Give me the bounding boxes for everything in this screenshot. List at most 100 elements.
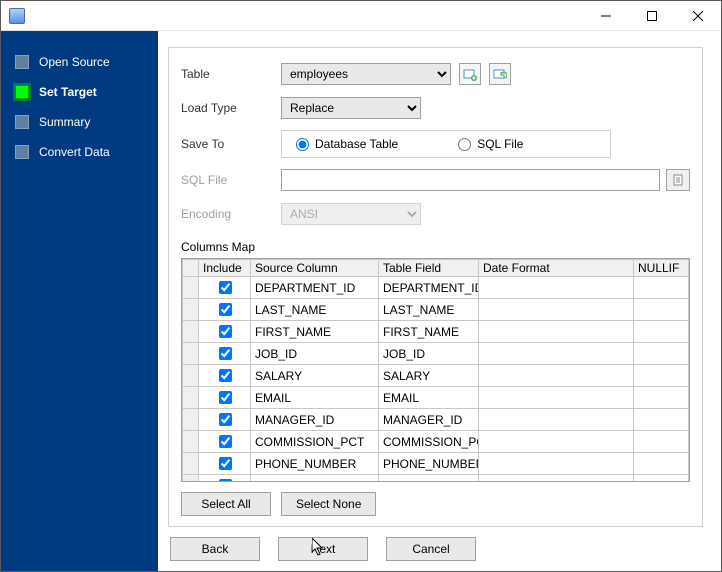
- col-header-include[interactable]: Include: [199, 260, 251, 277]
- cell-include[interactable]: [199, 277, 251, 299]
- include-checkbox[interactable]: [219, 369, 232, 382]
- cell-source[interactable]: EMPLOYEE_ID: [251, 475, 379, 483]
- cell-field[interactable]: PHONE_NUMBER: [379, 453, 479, 475]
- load-type-select[interactable]: Replace: [281, 97, 421, 119]
- select-all-button[interactable]: Select All: [181, 492, 271, 516]
- cell-date[interactable]: [479, 343, 634, 365]
- cell-field[interactable]: DEPARTMENT_ID: [379, 277, 479, 299]
- cell-date[interactable]: [479, 299, 634, 321]
- include-checkbox[interactable]: [219, 413, 232, 426]
- cell-nullif[interactable]: [634, 365, 689, 387]
- include-checkbox[interactable]: [219, 457, 232, 470]
- step-set-target[interactable]: Set Target: [1, 77, 158, 107]
- cell-source[interactable]: LAST_NAME: [251, 299, 379, 321]
- table-row[interactable]: SALARYSALARY: [183, 365, 689, 387]
- cell-field[interactable]: LAST_NAME: [379, 299, 479, 321]
- cell-nullif[interactable]: [634, 453, 689, 475]
- cell-date[interactable]: [479, 277, 634, 299]
- cell-field[interactable]: FIRST_NAME: [379, 321, 479, 343]
- cell-nullif[interactable]: [634, 387, 689, 409]
- maximize-button[interactable]: [629, 1, 675, 31]
- cell-include[interactable]: [199, 365, 251, 387]
- cell-nullif[interactable]: [634, 475, 689, 483]
- cell-date[interactable]: [479, 409, 634, 431]
- col-header-source[interactable]: Source Column: [251, 260, 379, 277]
- browse-sql-file-button[interactable]: [666, 169, 690, 191]
- cell-source[interactable]: MANAGER_ID: [251, 409, 379, 431]
- table-add-icon: [463, 67, 477, 81]
- cell-include[interactable]: [199, 409, 251, 431]
- cell-include[interactable]: [199, 475, 251, 483]
- close-button[interactable]: [675, 1, 721, 31]
- add-table-button[interactable]: [459, 63, 481, 85]
- table-row[interactable]: LAST_NAMELAST_NAME: [183, 299, 689, 321]
- app-icon: [9, 8, 25, 24]
- cell-date[interactable]: [479, 475, 634, 483]
- cell-nullif[interactable]: [634, 343, 689, 365]
- include-checkbox[interactable]: [219, 435, 232, 448]
- minimize-button[interactable]: [583, 1, 629, 31]
- cell-include[interactable]: [199, 343, 251, 365]
- cell-nullif[interactable]: [634, 431, 689, 453]
- col-header-field[interactable]: Table Field: [379, 260, 479, 277]
- cell-date[interactable]: [479, 431, 634, 453]
- select-none-button[interactable]: Select None: [281, 492, 376, 516]
- step-summary[interactable]: Summary: [1, 107, 158, 137]
- cell-field[interactable]: EMAIL: [379, 387, 479, 409]
- cell-nullif[interactable]: [634, 299, 689, 321]
- include-checkbox[interactable]: [219, 347, 232, 360]
- cell-field[interactable]: SALARY: [379, 365, 479, 387]
- cell-field[interactable]: COMMISSION_PC: [379, 431, 479, 453]
- include-checkbox[interactable]: [219, 303, 232, 316]
- table-row[interactable]: EMPLOYEE_IDEMPLOYEE_ID: [183, 475, 689, 483]
- include-checkbox[interactable]: [219, 391, 232, 404]
- include-checkbox[interactable]: [219, 325, 232, 338]
- include-checkbox[interactable]: [219, 281, 232, 294]
- table-row[interactable]: EMAILEMAIL: [183, 387, 689, 409]
- cell-source[interactable]: FIRST_NAME: [251, 321, 379, 343]
- cell-date[interactable]: [479, 365, 634, 387]
- cell-nullif[interactable]: [634, 321, 689, 343]
- radio-database-table[interactable]: Database Table: [296, 137, 398, 151]
- back-button[interactable]: Back: [170, 537, 260, 561]
- cancel-button[interactable]: Cancel: [386, 537, 476, 561]
- col-header-date[interactable]: Date Format: [479, 260, 634, 277]
- refresh-table-button[interactable]: [489, 63, 511, 85]
- next-button[interactable]: Next: [278, 537, 368, 561]
- radio-sql-file[interactable]: SQL File: [458, 137, 523, 151]
- radio-sql-input[interactable]: [458, 138, 471, 151]
- cell-include[interactable]: [199, 431, 251, 453]
- cell-nullif[interactable]: [634, 277, 689, 299]
- step-open-source[interactable]: Open Source: [1, 47, 158, 77]
- cell-field[interactable]: JOB_ID: [379, 343, 479, 365]
- cell-include[interactable]: [199, 387, 251, 409]
- col-header-nullif[interactable]: NULLIF: [634, 260, 689, 277]
- cell-date[interactable]: [479, 321, 634, 343]
- table-row[interactable]: JOB_IDJOB_ID: [183, 343, 689, 365]
- table-select[interactable]: employees: [281, 63, 451, 85]
- table-row[interactable]: MANAGER_IDMANAGER_ID: [183, 409, 689, 431]
- cell-date[interactable]: [479, 387, 634, 409]
- table-row[interactable]: FIRST_NAMEFIRST_NAME: [183, 321, 689, 343]
- sql-file-label: SQL File: [181, 173, 281, 187]
- cell-include[interactable]: [199, 299, 251, 321]
- cell-source[interactable]: PHONE_NUMBER: [251, 453, 379, 475]
- cell-include[interactable]: [199, 321, 251, 343]
- cell-field[interactable]: MANAGER_ID: [379, 409, 479, 431]
- step-convert-data[interactable]: Convert Data: [1, 137, 158, 167]
- cell-source[interactable]: EMAIL: [251, 387, 379, 409]
- cell-nullif[interactable]: [634, 409, 689, 431]
- radio-db-input[interactable]: [296, 138, 309, 151]
- cell-field[interactable]: EMPLOYEE_ID: [379, 475, 479, 483]
- table-row[interactable]: COMMISSION_PCTCOMMISSION_PC: [183, 431, 689, 453]
- cell-date[interactable]: [479, 453, 634, 475]
- cell-source[interactable]: COMMISSION_PCT: [251, 431, 379, 453]
- cell-source[interactable]: JOB_ID: [251, 343, 379, 365]
- cell-source[interactable]: SALARY: [251, 365, 379, 387]
- table-row[interactable]: PHONE_NUMBERPHONE_NUMBER: [183, 453, 689, 475]
- cell-include[interactable]: [199, 453, 251, 475]
- save-to-group: Database Table SQL File: [281, 130, 611, 158]
- table-row[interactable]: DEPARTMENT_IDDEPARTMENT_ID: [183, 277, 689, 299]
- cell-source[interactable]: DEPARTMENT_ID: [251, 277, 379, 299]
- include-checkbox[interactable]: [219, 479, 232, 482]
